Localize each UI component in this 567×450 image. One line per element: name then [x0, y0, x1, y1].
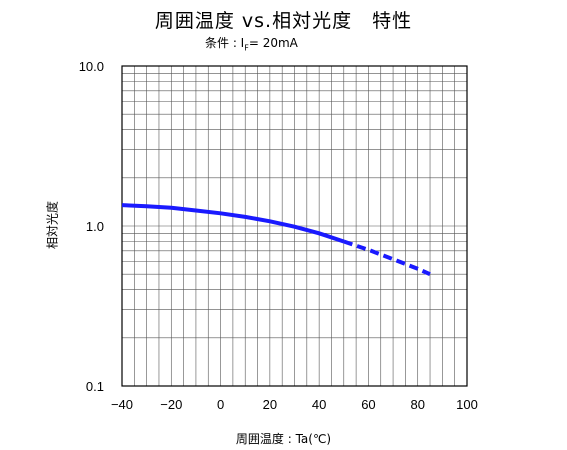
x-tick-label: 0	[217, 397, 224, 412]
subtitle-subscript: F	[244, 43, 249, 53]
y-axis-label: 相対光度	[45, 200, 60, 250]
subtitle-prefix: 条件 : I	[205, 36, 245, 50]
chart-title: 周囲温度 vs.相対光度 特性	[154, 10, 413, 32]
plot-frame	[121, 65, 468, 387]
y-tick-label: 1.0	[86, 219, 104, 234]
series-line-solid	[121, 203, 345, 244]
y-tick-label: 10.0	[79, 59, 104, 74]
x-tick-label: 40	[312, 397, 326, 412]
x-tick-label: 100	[456, 397, 478, 412]
subtitle-suffix: = 20mA	[248, 36, 298, 50]
y-tick-label: 0.1	[86, 379, 104, 394]
chart-subtitle: 条件 : IF= 20mA	[205, 34, 298, 52]
x-tick-label: 20	[263, 397, 277, 412]
x-axis-label: 周囲温度 : Ta(℃)	[235, 432, 332, 446]
x-tick-label: −20	[160, 397, 182, 412]
x-tick-label: −40	[111, 397, 133, 412]
x-tick-label: 60	[361, 397, 375, 412]
x-tick-label: 80	[410, 397, 424, 412]
series-line-dashed	[343, 239, 431, 277]
